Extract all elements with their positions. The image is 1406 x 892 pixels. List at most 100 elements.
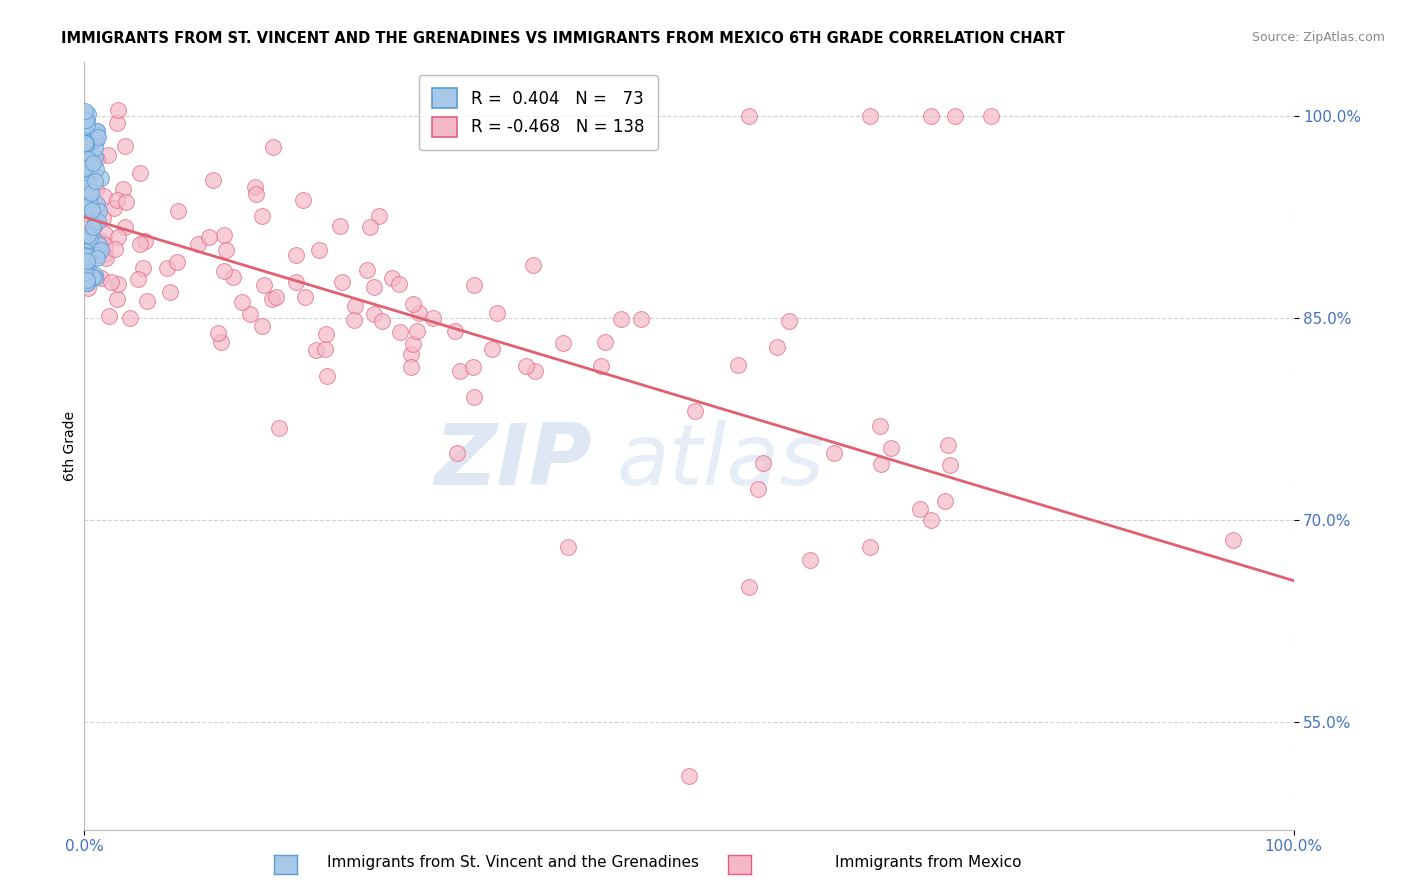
Point xyxy=(76,276,98,290)
Point xyxy=(308,243,330,257)
Point xyxy=(980,109,1002,123)
Point xyxy=(920,513,942,527)
Point xyxy=(589,359,612,373)
Point xyxy=(77,254,100,268)
Point xyxy=(388,277,411,292)
Point xyxy=(920,109,942,123)
Point xyxy=(239,307,262,321)
Point xyxy=(127,272,149,286)
Point xyxy=(402,296,425,310)
Point xyxy=(84,174,107,188)
Point xyxy=(77,194,100,209)
Point xyxy=(77,252,100,266)
Point xyxy=(79,228,101,243)
Point xyxy=(738,109,761,123)
Text: atlas: atlas xyxy=(616,420,824,503)
Point xyxy=(132,260,155,275)
Point xyxy=(685,404,707,418)
Point xyxy=(87,129,110,144)
Point xyxy=(76,249,98,263)
Point xyxy=(104,243,127,257)
Point xyxy=(134,234,156,248)
Text: ZIP: ZIP xyxy=(434,420,592,503)
Point xyxy=(207,326,229,341)
Point xyxy=(908,502,931,516)
Point xyxy=(231,295,253,310)
Point xyxy=(76,183,98,197)
Point xyxy=(751,456,773,470)
Point xyxy=(934,494,956,508)
Point xyxy=(105,292,128,306)
Point xyxy=(799,553,821,567)
Point xyxy=(114,139,136,153)
Point xyxy=(93,246,115,260)
Point xyxy=(408,306,430,320)
Point xyxy=(356,263,378,277)
Point xyxy=(198,229,221,244)
Point xyxy=(869,418,891,433)
Point xyxy=(343,312,366,326)
Point xyxy=(363,279,385,293)
Point xyxy=(83,219,105,233)
Point xyxy=(75,265,97,279)
Point xyxy=(82,237,104,252)
Point xyxy=(75,200,97,214)
Point xyxy=(97,309,120,323)
Point xyxy=(86,162,108,177)
Y-axis label: 6th Grade: 6th Grade xyxy=(63,411,77,481)
Point xyxy=(105,116,128,130)
Point xyxy=(90,234,112,248)
Point xyxy=(75,195,97,210)
Point xyxy=(107,230,129,244)
Point xyxy=(294,290,316,304)
Point xyxy=(82,269,104,284)
Point xyxy=(76,271,98,285)
Point xyxy=(75,184,97,198)
Point xyxy=(371,314,394,328)
Point xyxy=(76,178,98,193)
Point xyxy=(212,264,235,278)
Point xyxy=(91,211,114,226)
Point xyxy=(107,277,129,291)
Point xyxy=(463,277,485,292)
Point xyxy=(73,113,96,128)
Point xyxy=(86,248,108,262)
Point xyxy=(77,136,100,150)
Point xyxy=(76,254,98,268)
Point xyxy=(79,137,101,152)
Point xyxy=(82,155,104,169)
Point xyxy=(363,307,385,321)
Point xyxy=(609,312,631,326)
Point xyxy=(75,112,97,127)
Point xyxy=(76,160,98,174)
Point xyxy=(97,147,120,161)
Point xyxy=(75,202,97,217)
Point xyxy=(76,221,98,235)
Point xyxy=(77,152,100,166)
Point xyxy=(76,273,98,287)
Point xyxy=(83,215,105,229)
Point xyxy=(90,271,112,285)
Point xyxy=(100,275,122,289)
Point xyxy=(77,138,100,153)
Point xyxy=(766,340,789,354)
Point xyxy=(222,270,245,285)
Point xyxy=(1222,533,1244,548)
Point xyxy=(524,364,547,378)
Point xyxy=(94,227,117,241)
Point xyxy=(778,314,800,328)
Point xyxy=(284,248,307,262)
Point xyxy=(329,219,352,233)
Point xyxy=(330,275,353,289)
Point xyxy=(83,268,105,282)
Point xyxy=(94,238,117,252)
Point xyxy=(738,580,761,594)
Point xyxy=(136,294,159,309)
Point xyxy=(75,152,97,166)
Point xyxy=(86,182,108,196)
Point xyxy=(79,229,101,244)
Point xyxy=(399,347,422,361)
Point xyxy=(446,446,468,460)
Point xyxy=(75,138,97,153)
Point xyxy=(86,235,108,249)
